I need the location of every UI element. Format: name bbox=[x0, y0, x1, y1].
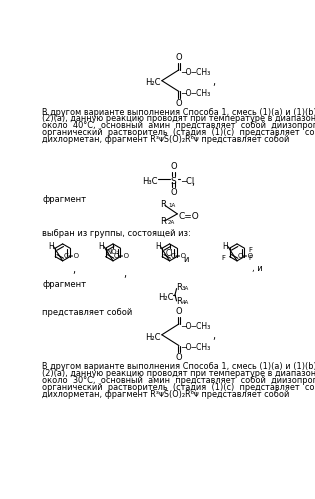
Text: ,: , bbox=[73, 265, 76, 275]
Text: R: R bbox=[176, 283, 182, 292]
Text: C=O: C=O bbox=[63, 253, 79, 259]
Text: ,: , bbox=[212, 331, 215, 341]
Text: O: O bbox=[175, 353, 182, 362]
Text: ─O─CH₃: ─O─CH₃ bbox=[181, 68, 210, 77]
Text: фрагмент: фрагмент bbox=[43, 196, 87, 205]
Text: В другом варианте выполнения Способа 1, смесь (1)(a) и (1)(b) вводят в реакцию с: В другом варианте выполнения Способа 1, … bbox=[43, 362, 315, 371]
Text: NO₂: NO₂ bbox=[106, 250, 120, 255]
Text: и: и bbox=[184, 254, 189, 263]
Text: H: H bbox=[222, 242, 228, 250]
Text: R: R bbox=[161, 217, 166, 226]
Text: H₂C: H₂C bbox=[145, 332, 160, 342]
Text: ─Cl: ─Cl bbox=[181, 177, 194, 186]
Text: C=O: C=O bbox=[114, 253, 130, 259]
Text: ─O─CH₃: ─O─CH₃ bbox=[181, 343, 210, 352]
Text: O: O bbox=[175, 307, 182, 316]
Text: дихлорметан, фрагмент R³ᴪS(O)₂R⁶ᴪ представляет собой: дихлорметан, фрагмент R³ᴪS(O)₂R⁶ᴪ предст… bbox=[43, 135, 290, 144]
Text: (2)(a), данную реакцию проводят при температуре в диапазоне от около 0°C до: (2)(a), данную реакцию проводят при темп… bbox=[43, 369, 315, 378]
Text: R: R bbox=[161, 200, 166, 209]
Text: дихлорметан, фрагмент R³ᴪS(O)₂R⁶ᴪ представляет собой: дихлорметан, фрагмент R³ᴪS(O)₂R⁶ᴪ предст… bbox=[43, 390, 290, 399]
Text: ─O─CH₃: ─O─CH₃ bbox=[181, 89, 210, 98]
Text: фрагмент: фрагмент bbox=[43, 280, 87, 289]
Text: R: R bbox=[176, 297, 182, 306]
Text: F: F bbox=[248, 247, 252, 252]
Text: 4A: 4A bbox=[181, 300, 188, 305]
Text: C=O: C=O bbox=[179, 212, 200, 221]
Text: H: H bbox=[155, 242, 161, 250]
Text: O: O bbox=[175, 99, 182, 108]
Text: Cl: Cl bbox=[166, 250, 173, 258]
Text: H: H bbox=[99, 242, 104, 250]
Text: H₂C: H₂C bbox=[145, 78, 160, 87]
Text: ,: , bbox=[123, 268, 126, 278]
Text: S: S bbox=[171, 177, 176, 186]
Text: органический  растворитель  (стадия  (1)(c)  представляет  собой  безводный: органический растворитель (стадия (1)(c)… bbox=[43, 128, 315, 137]
Text: O: O bbox=[170, 162, 177, 171]
Text: 2A: 2A bbox=[168, 220, 175, 225]
Text: органический  растворитель  (стадия  (1)(c)  представляет  собой  безводный: органический растворитель (стадия (1)(c)… bbox=[43, 383, 315, 392]
Text: ,: , bbox=[212, 77, 215, 87]
Text: C=O: C=O bbox=[238, 253, 254, 259]
Text: представляет собой: представляет собой bbox=[43, 308, 133, 317]
Text: F: F bbox=[248, 255, 252, 261]
Text: (2)(a), данную реакцию проводят при температуре в диапазоне от около -40°C до: (2)(a), данную реакцию проводят при темп… bbox=[43, 114, 315, 123]
Text: C=O: C=O bbox=[170, 253, 186, 259]
Text: ,: , bbox=[191, 177, 194, 187]
Text: F: F bbox=[222, 255, 226, 261]
Text: около  30°C,  основный  амин  представляет  собой  диизопропилэтиламин,: около 30°C, основный амин представляет с… bbox=[43, 376, 315, 385]
Text: O: O bbox=[175, 53, 182, 62]
Text: H: H bbox=[48, 242, 54, 250]
Text: 1A: 1A bbox=[168, 203, 175, 208]
Text: В другом варианте выполнения Способа 1, смесь (1)(a) и (1)(b) вводят в реакцию с: В другом варианте выполнения Способа 1, … bbox=[43, 108, 315, 117]
Text: около  40°C,  основный  амин  представляет  собой  диизопропилэтиламин,: около 40°C, основный амин представляет с… bbox=[43, 121, 315, 130]
Text: выбран из группы, состоящей из:: выбран из группы, состоящей из: bbox=[43, 229, 191, 239]
Text: H₃C: H₃C bbox=[142, 177, 158, 186]
Text: O: O bbox=[170, 188, 177, 197]
Text: H₂C: H₂C bbox=[158, 292, 174, 301]
Text: , и: , и bbox=[253, 264, 263, 273]
Text: 3A: 3A bbox=[181, 286, 188, 291]
Text: ─O─CH₃: ─O─CH₃ bbox=[181, 322, 210, 331]
